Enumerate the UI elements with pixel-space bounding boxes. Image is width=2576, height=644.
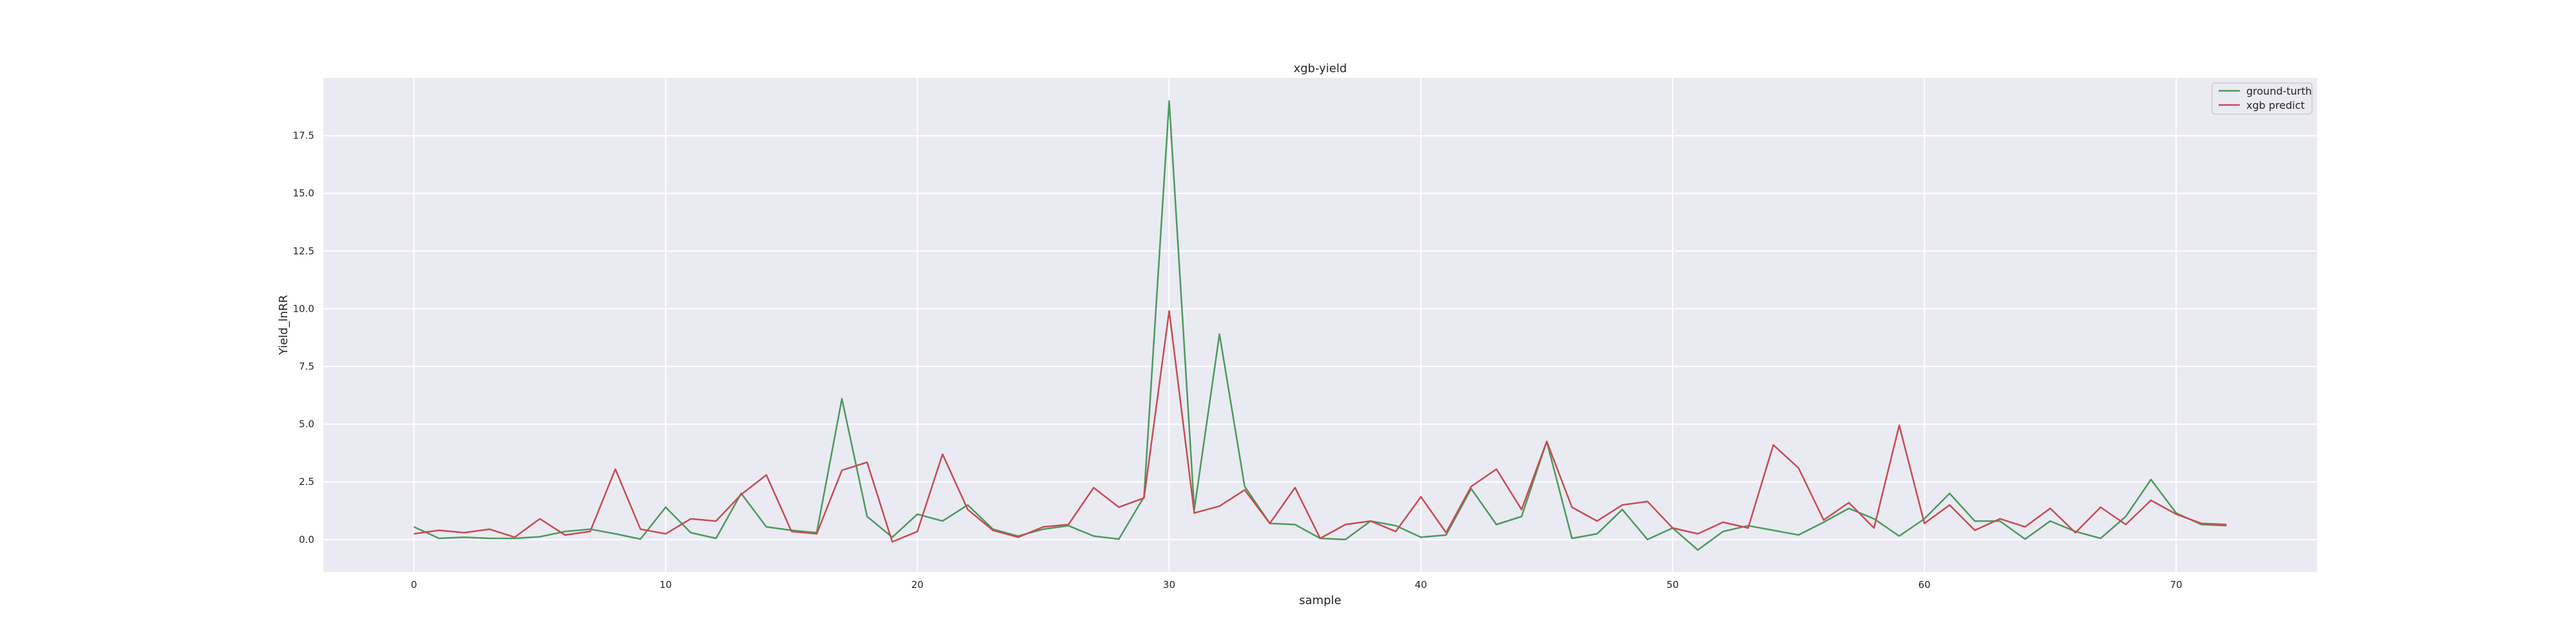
y-tick-label: 2.5 (299, 476, 314, 488)
plot-area (323, 78, 2317, 572)
x-tick-labels: 0 10 20 30 40 50 60 70 (411, 579, 2183, 591)
chart-title: xgb-yield (1294, 62, 1347, 75)
grid (323, 78, 2317, 572)
y-tick-label: 0.0 (299, 534, 314, 545)
x-tick-label: 30 (1163, 579, 1175, 591)
x-tick-label: 10 (659, 579, 672, 591)
y-tick-labels: 0.0 2.5 5.0 7.5 10.0 12.5 15.0 17.5 (293, 130, 314, 545)
x-tick-label: 50 (1667, 579, 1679, 591)
y-tick-label: 7.5 (299, 361, 314, 372)
y-tick-label: 10.0 (293, 303, 314, 314)
y-tick-label: 12.5 (293, 245, 314, 257)
y-tick-label: 17.5 (293, 130, 314, 142)
x-axis-title: sample (1299, 594, 1341, 607)
x-tick-label: 60 (1918, 579, 1931, 591)
series-lines (413, 100, 2227, 551)
series-line-xgb-predict (413, 310, 2227, 543)
x-tick-label: 40 (1415, 579, 1427, 591)
x-tick-label: 20 (911, 579, 923, 591)
y-tick-label: 5.0 (299, 419, 314, 430)
x-tick-label: 0 (411, 579, 417, 591)
legend-label-xgb-predict: xgb predict (2246, 99, 2305, 111)
legend-label-ground-turth: ground-turth (2246, 85, 2312, 97)
x-tick-label: 70 (2170, 579, 2183, 591)
legend: ground-turth xgb predict (2211, 82, 2313, 115)
y-axis-title: Yield_lnRR (277, 295, 290, 355)
y-tick-label: 15.0 (293, 187, 314, 199)
